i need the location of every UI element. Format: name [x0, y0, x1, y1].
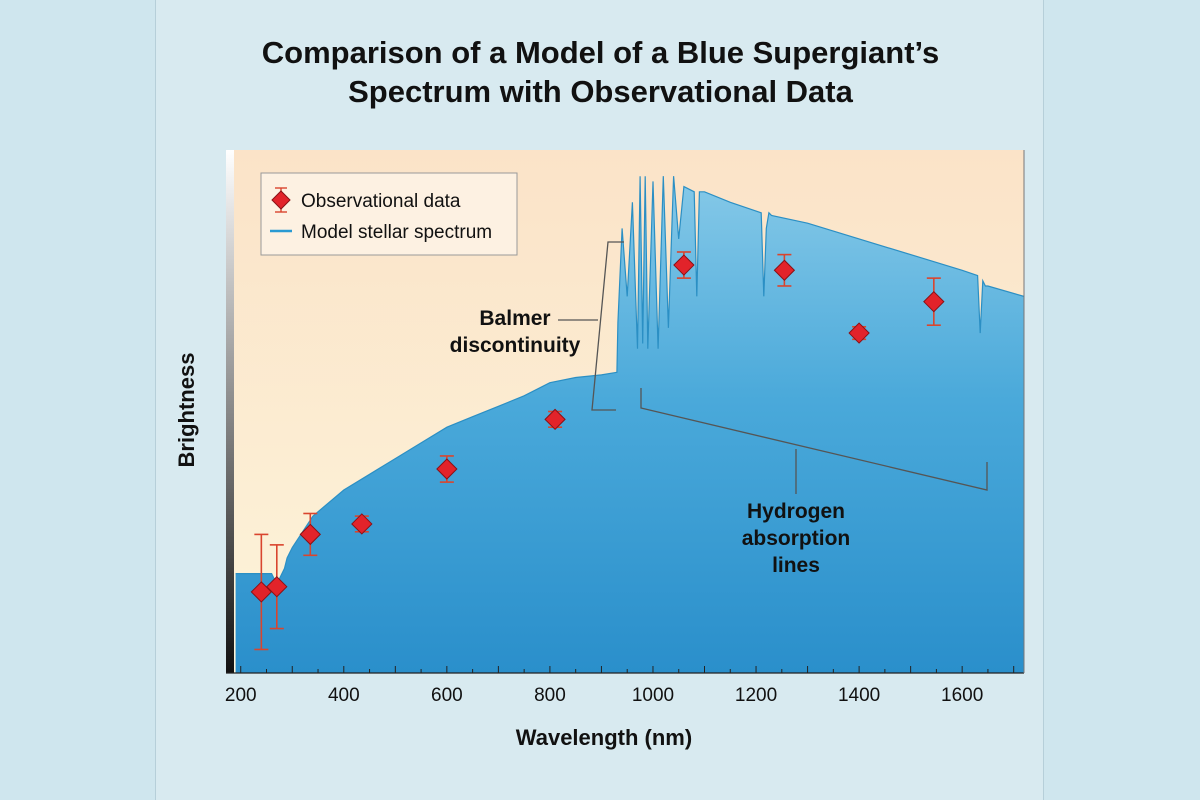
x-tick-label: 1600	[941, 685, 983, 706]
legend-label-model: Model stellar spectrum	[301, 222, 492, 243]
observation-point	[848, 322, 870, 344]
balmer-discontinuity-label: Balmer	[479, 307, 550, 330]
x-axis-label: Wavelength (nm)	[516, 725, 692, 750]
x-tick-label: 400	[328, 685, 360, 706]
y-axis-label: Brightness	[174, 353, 199, 468]
x-tick-label: 200	[225, 685, 257, 706]
observation-point	[299, 512, 322, 557]
data-marker	[923, 290, 945, 313]
x-tick-label: 1000	[632, 685, 674, 706]
balmer-discontinuity-label: discontinuity	[450, 334, 581, 357]
data-marker	[266, 575, 288, 598]
observation-point	[351, 513, 373, 535]
hydrogen-absorption-label: lines	[772, 554, 820, 577]
legend-box	[260, 172, 518, 256]
data-marker	[848, 322, 870, 344]
observation-point	[266, 544, 288, 630]
hydrogen-absorption-label: absorption	[742, 527, 851, 550]
observation-point	[773, 253, 796, 287]
data-marker	[544, 408, 566, 431]
observation-point	[544, 408, 566, 431]
chart-title-line-1: Comparison of a Model of a Blue Supergia…	[261, 35, 940, 70]
spectrum-area	[235, 176, 1024, 673]
x-tick-label: 800	[534, 685, 566, 706]
balmer-bracket	[558, 241, 624, 411]
observation-point	[923, 277, 945, 327]
legend: Observational data Model stellar spectrum	[260, 172, 518, 256]
data-marker	[299, 523, 322, 546]
chart-title: Comparison of a Model of a Blue Supergia…	[156, 33, 1045, 111]
data-marker	[351, 513, 373, 535]
legend-diamond-marker	[271, 190, 291, 210]
x-tick-label: 600	[431, 685, 463, 706]
x-tick-label: 1200	[735, 685, 777, 706]
chart-title-line-2: Spectrum with Observational Data	[348, 74, 853, 109]
data-marker	[673, 254, 695, 276]
data-marker	[436, 458, 458, 480]
x-tick-label: 1400	[838, 685, 880, 706]
spectrum-line	[235, 176, 1024, 586]
data-marker	[773, 259, 796, 281]
observation-point	[436, 455, 458, 483]
hydrogen-absorption-label: Hydrogen	[747, 500, 845, 523]
hydrogen-lines-bracket	[640, 388, 988, 494]
observation-point	[673, 251, 695, 279]
brightness-scale-bar	[226, 150, 234, 673]
legend-label-observational: Observational data	[301, 191, 461, 212]
